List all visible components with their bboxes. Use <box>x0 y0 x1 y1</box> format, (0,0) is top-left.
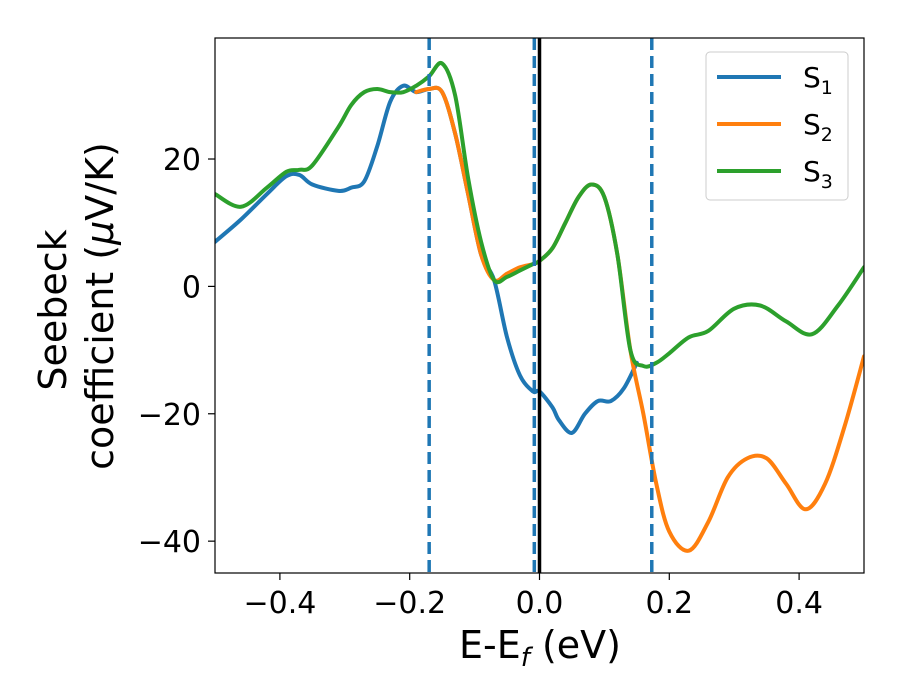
x-tick-label: −0.2 <box>373 586 446 621</box>
y-tick-label: −40 <box>138 525 201 560</box>
x-tick-label: −0.4 <box>243 586 316 621</box>
legend-label-s2: S2 <box>803 108 833 146</box>
x-tick-label: 0.2 <box>645 586 693 621</box>
x-axis-title-unit: (eV) <box>530 623 621 667</box>
y-axis-title-mu: μ <box>78 221 122 246</box>
y-tick-label: −20 <box>138 398 201 433</box>
x-axis-ticks: −0.4 −0.2 0.0 0.2 0.4 <box>243 573 823 621</box>
series-line-s1 <box>215 83 639 435</box>
legend-label-s1: S1 <box>803 61 833 99</box>
x-tick-label: 0.4 <box>775 586 823 621</box>
legend: S1 S2 S3 <box>705 51 849 201</box>
x-axis-title-main: E-E <box>459 623 521 667</box>
series-layer <box>215 60 864 553</box>
y-axis-title-prefix: coefficient ( <box>78 245 122 470</box>
y-axis-ticks: −40 −20 0 20 <box>138 143 215 560</box>
y-axis-title-suffix: V/K) <box>78 142 122 221</box>
series-line-s3 <box>215 60 864 369</box>
y-axis-title-line2: coefficient (μV/K) <box>78 142 122 470</box>
y-tick-label: 20 <box>163 143 201 178</box>
legend-items: S1 S2 S3 <box>717 61 833 193</box>
reference-lines <box>427 38 654 573</box>
y-axis-title-line1: Seebeck <box>31 229 75 390</box>
x-tick-label: 0.0 <box>516 586 564 621</box>
x-axis-title: E-Ef (eV) <box>459 623 621 673</box>
legend-label-s3: S3 <box>803 155 833 193</box>
y-tick-label: 0 <box>182 270 201 305</box>
